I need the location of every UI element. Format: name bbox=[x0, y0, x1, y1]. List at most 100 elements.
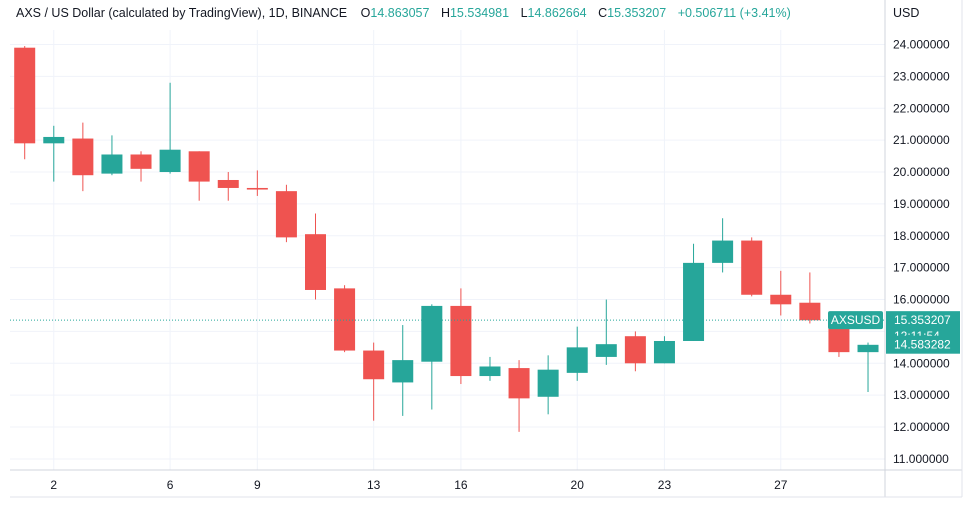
candle[interactable] bbox=[595, 299, 617, 365]
candle-body bbox=[479, 366, 501, 377]
close-label: C bbox=[598, 6, 608, 20]
candle-body bbox=[130, 154, 152, 169]
date-tick-label: 6 bbox=[167, 478, 174, 492]
date-tick-label: 16 bbox=[454, 478, 468, 492]
high-value: 15.534981 bbox=[449, 6, 510, 20]
candle[interactable] bbox=[334, 285, 356, 353]
open-label: O bbox=[360, 6, 371, 20]
candle-body bbox=[246, 187, 268, 190]
candle-body bbox=[363, 350, 385, 380]
price-tick-label: 24.000000 bbox=[893, 38, 950, 52]
price-tick-label: 12.000000 bbox=[893, 420, 950, 434]
low-label: L bbox=[520, 6, 528, 20]
candle[interactable] bbox=[159, 82, 181, 174]
candle[interactable] bbox=[14, 46, 36, 160]
date-tick-label: 2 bbox=[50, 478, 57, 492]
candle[interactable] bbox=[683, 243, 705, 341]
low-value: 14.862664 bbox=[527, 6, 587, 20]
price-tick-label: 16.000000 bbox=[893, 293, 950, 307]
high-label: H bbox=[440, 6, 450, 20]
candle[interactable] bbox=[363, 342, 385, 421]
candle[interactable] bbox=[450, 288, 472, 385]
price-tick-label: 20.000000 bbox=[893, 165, 950, 179]
date-tick-label: 13 bbox=[367, 478, 381, 492]
candle-body bbox=[741, 240, 763, 295]
price-tick-label: 11.000000 bbox=[893, 452, 949, 466]
ohlc-legend: AXS / US Dollar (calculated by TradingVi… bbox=[16, 6, 791, 20]
candle[interactable] bbox=[246, 170, 268, 196]
price-tick-label: 17.000000 bbox=[893, 261, 950, 275]
candle-body bbox=[275, 191, 297, 238]
candle-body bbox=[101, 154, 123, 174]
candle[interactable] bbox=[653, 336, 675, 364]
candle[interactable] bbox=[43, 125, 65, 182]
candle-body bbox=[421, 305, 443, 362]
candle-body bbox=[799, 302, 821, 321]
candle[interactable] bbox=[770, 270, 792, 316]
price-tick-label: 22.000000 bbox=[893, 101, 950, 115]
price-tick-label: 13.000000 bbox=[893, 388, 950, 402]
candle[interactable] bbox=[537, 355, 559, 415]
candle-body bbox=[683, 262, 705, 341]
candle-body bbox=[334, 288, 356, 351]
candle[interactable] bbox=[305, 213, 326, 300]
price-axis[interactable] bbox=[10, 0, 963, 498]
date-tick-label: 20 bbox=[571, 478, 585, 492]
candle-body bbox=[566, 347, 588, 373]
symbol-tag-bg bbox=[828, 311, 883, 330]
candle[interactable] bbox=[508, 360, 530, 432]
symbol-tag: AXSUSD bbox=[831, 313, 881, 327]
candle[interactable] bbox=[799, 272, 821, 324]
candle[interactable] bbox=[741, 237, 763, 297]
open-value: 14.863057 bbox=[370, 6, 430, 20]
currency-label: USD bbox=[893, 6, 920, 20]
candles[interactable] bbox=[14, 46, 879, 432]
candle[interactable] bbox=[217, 172, 239, 201]
candle[interactable] bbox=[566, 326, 588, 381]
candle-body bbox=[305, 234, 326, 290]
candle[interactable] bbox=[421, 304, 443, 410]
candle[interactable] bbox=[392, 325, 414, 416]
candle-body bbox=[624, 336, 646, 364]
candle[interactable] bbox=[275, 184, 297, 243]
change-value: +0.506711 (+3.41%) bbox=[677, 6, 791, 20]
axis-ticks: 24.000000 23.000000 22.000000 21.000000 20.0… bbox=[50, 38, 950, 493]
candle[interactable] bbox=[101, 135, 123, 176]
current-price-label: 14.583282 bbox=[894, 338, 951, 352]
candle[interactable] bbox=[188, 151, 210, 201]
price-tick-label: 23.000000 bbox=[893, 69, 950, 83]
last-price-label: 15.353207 bbox=[894, 313, 951, 327]
candle-body bbox=[770, 294, 792, 305]
candle-body bbox=[43, 136, 65, 144]
candle-body bbox=[653, 340, 675, 364]
candle-body bbox=[508, 368, 530, 399]
price-tick-label: 19.000000 bbox=[893, 197, 950, 211]
price-tick-label: 21.000000 bbox=[893, 133, 950, 147]
candle-body bbox=[188, 151, 210, 182]
chart-title: AXS / US Dollar (calculated by TradingVi… bbox=[16, 6, 348, 20]
candle-body bbox=[857, 344, 879, 353]
candle[interactable] bbox=[712, 218, 734, 273]
price-tick-label: 14.000000 bbox=[893, 356, 950, 370]
current-price-box bbox=[886, 335, 960, 354]
candle-body bbox=[537, 369, 559, 397]
date-tick-label: 23 bbox=[658, 478, 672, 492]
candle-body bbox=[159, 149, 181, 173]
candle-body bbox=[450, 305, 472, 377]
candle[interactable] bbox=[130, 151, 152, 182]
close-value: 15.353207 bbox=[607, 6, 667, 20]
price-tick-label: 18.000000 bbox=[893, 229, 950, 243]
candle[interactable] bbox=[72, 122, 94, 192]
date-tick-label: 27 bbox=[774, 478, 788, 492]
candle[interactable] bbox=[479, 356, 501, 381]
candle[interactable] bbox=[857, 342, 879, 392]
candle-body bbox=[595, 344, 617, 357]
candle-body bbox=[392, 360, 414, 383]
grid-lines bbox=[10, 30, 885, 470]
candle[interactable] bbox=[624, 331, 646, 372]
candle-body bbox=[712, 240, 734, 263]
candle-body bbox=[217, 179, 239, 188]
candle-body bbox=[14, 47, 36, 144]
